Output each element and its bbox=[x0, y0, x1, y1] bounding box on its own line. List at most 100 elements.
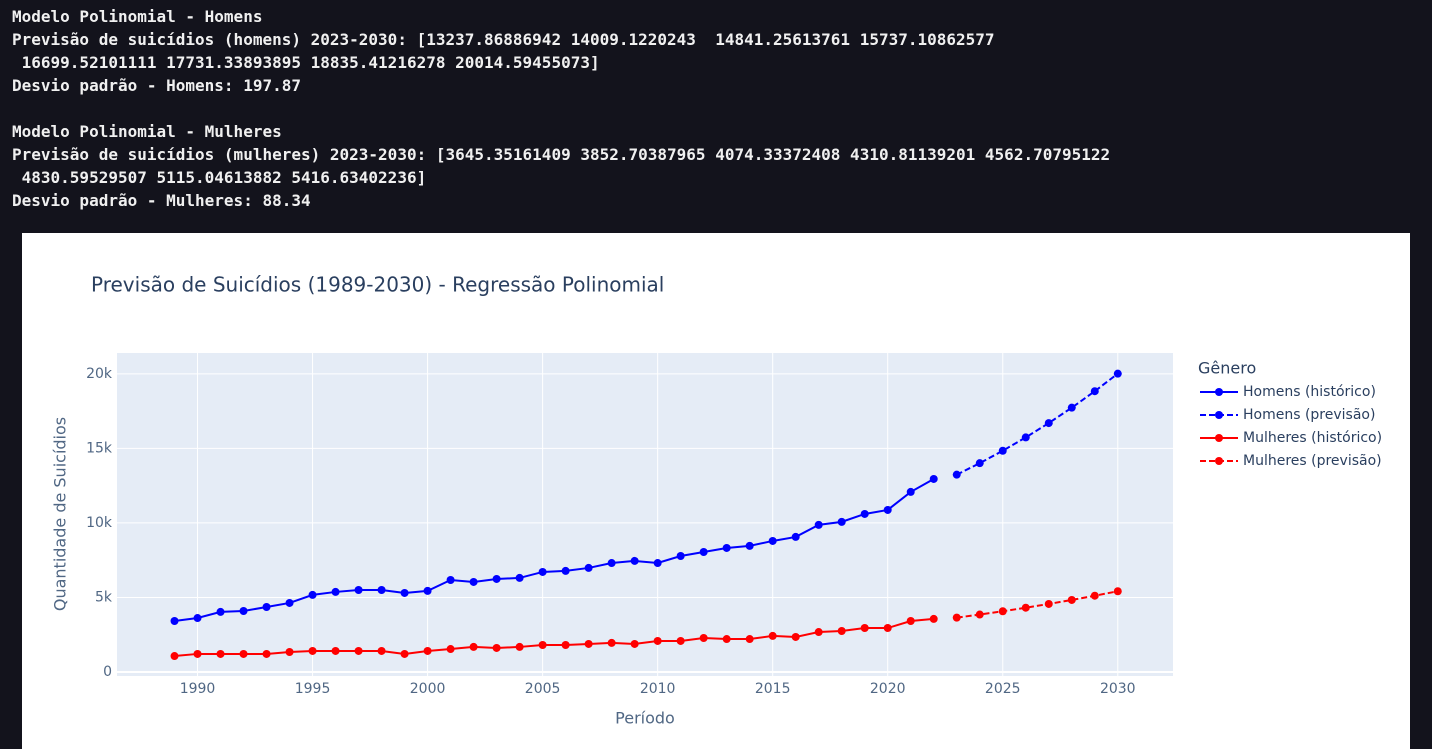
y-tick-label: 0 bbox=[103, 664, 112, 680]
y-tick-label: 5k bbox=[95, 589, 113, 605]
data-point bbox=[676, 636, 685, 645]
y-tick-label: 15k bbox=[86, 440, 113, 456]
data-point bbox=[561, 640, 570, 649]
data-point bbox=[722, 543, 731, 552]
console-line: 16699.52101111 17731.33893895 18835.4121… bbox=[12, 53, 600, 72]
data-point bbox=[1090, 591, 1099, 600]
console-line: Previsão de suicídios (mulheres) 2023-20… bbox=[12, 145, 1111, 164]
data-point bbox=[170, 616, 179, 625]
data-point bbox=[1044, 599, 1053, 608]
data-point bbox=[285, 648, 294, 657]
data-point bbox=[745, 541, 754, 550]
data-point bbox=[354, 585, 363, 594]
data-point bbox=[1044, 419, 1053, 428]
data-point bbox=[216, 607, 225, 616]
data-point bbox=[515, 642, 524, 651]
data-point bbox=[814, 628, 823, 637]
data-point bbox=[929, 474, 938, 483]
data-point bbox=[768, 631, 777, 640]
legend-label[interactable]: Mulheres (histórico) bbox=[1243, 430, 1382, 446]
y-axis-title: Quantidade de Suicídios bbox=[51, 417, 70, 611]
legend-marker bbox=[1215, 411, 1223, 419]
y-tick-label: 20k bbox=[86, 366, 113, 382]
x-tick-label: 2005 bbox=[525, 681, 561, 697]
legend-label[interactable]: Mulheres (previsão) bbox=[1243, 453, 1382, 469]
data-point bbox=[469, 577, 478, 586]
x-tick-label: 1990 bbox=[180, 681, 216, 697]
data-point bbox=[952, 470, 961, 479]
data-point bbox=[354, 646, 363, 655]
data-point bbox=[837, 626, 846, 635]
console-output: Modelo Polinomial - Homens Previsão de su… bbox=[12, 5, 1110, 212]
data-point bbox=[239, 607, 248, 616]
series-line bbox=[174, 478, 935, 622]
data-point bbox=[998, 446, 1007, 455]
data-point bbox=[975, 610, 984, 619]
x-axis-title: Período bbox=[615, 709, 675, 728]
data-point bbox=[515, 573, 524, 582]
data-point bbox=[745, 635, 754, 644]
data-point bbox=[400, 588, 409, 597]
data-point bbox=[791, 632, 800, 641]
console-line: Desvio padrão - Homens: 197.87 bbox=[12, 76, 301, 95]
console-line: Modelo Polinomial - Mulheres bbox=[12, 122, 282, 141]
legend-marker bbox=[1215, 457, 1223, 465]
data-point bbox=[538, 640, 547, 649]
data-point bbox=[676, 552, 685, 561]
data-point bbox=[216, 649, 225, 658]
legend-label[interactable]: Homens (histórico) bbox=[1243, 384, 1376, 400]
data-point bbox=[630, 639, 639, 648]
data-point bbox=[446, 645, 455, 654]
data-point bbox=[1090, 387, 1099, 396]
legend-label[interactable]: Homens (previsão) bbox=[1243, 407, 1375, 423]
x-tick-label: 2010 bbox=[640, 681, 676, 697]
data-point bbox=[699, 547, 708, 556]
data-point bbox=[469, 642, 478, 651]
data-point bbox=[400, 649, 409, 658]
data-point bbox=[377, 585, 386, 594]
data-point bbox=[998, 607, 1007, 616]
data-point bbox=[584, 563, 593, 572]
chart-title: Previsão de Suicídios (1989-2030) - Regr… bbox=[91, 273, 664, 297]
data-point bbox=[607, 638, 616, 647]
x-tick-label: 1995 bbox=[295, 681, 331, 697]
data-point bbox=[331, 646, 340, 655]
data-point bbox=[285, 598, 294, 607]
x-tick-label: 2000 bbox=[410, 681, 446, 697]
data-point bbox=[837, 517, 846, 526]
data-point bbox=[239, 649, 248, 658]
data-point bbox=[262, 602, 271, 611]
data-point bbox=[722, 635, 731, 644]
data-point bbox=[630, 556, 639, 565]
plot-area bbox=[117, 353, 1173, 676]
data-point bbox=[883, 624, 892, 633]
data-point bbox=[699, 633, 708, 642]
legend-marker bbox=[1215, 388, 1223, 396]
data-point bbox=[1067, 403, 1076, 412]
console-line: Modelo Polinomial - Homens bbox=[12, 7, 263, 26]
data-point bbox=[906, 616, 915, 625]
x-tick-label: 2025 bbox=[985, 681, 1021, 697]
data-point bbox=[975, 459, 984, 468]
data-point bbox=[584, 639, 593, 648]
data-point bbox=[607, 559, 616, 568]
data-point bbox=[308, 646, 317, 655]
data-point bbox=[193, 649, 202, 658]
data-point bbox=[446, 576, 455, 585]
data-point bbox=[193, 614, 202, 623]
data-point bbox=[814, 520, 823, 529]
data-point bbox=[952, 613, 961, 622]
data-point bbox=[653, 559, 662, 568]
data-point bbox=[492, 643, 501, 652]
data-point bbox=[1113, 587, 1122, 596]
data-point bbox=[538, 567, 547, 576]
console-line: Previsão de suicídios (homens) 2023-2030… bbox=[12, 30, 995, 49]
x-tick-label: 2015 bbox=[755, 681, 791, 697]
legend-marker bbox=[1215, 434, 1223, 442]
console-line: 4830.59529507 5115.04613882 5416.6340223… bbox=[12, 168, 427, 187]
data-point bbox=[308, 590, 317, 599]
y-tick-label: 10k bbox=[86, 515, 113, 531]
data-point bbox=[1021, 433, 1030, 442]
legend-title: Gênero bbox=[1198, 359, 1256, 378]
